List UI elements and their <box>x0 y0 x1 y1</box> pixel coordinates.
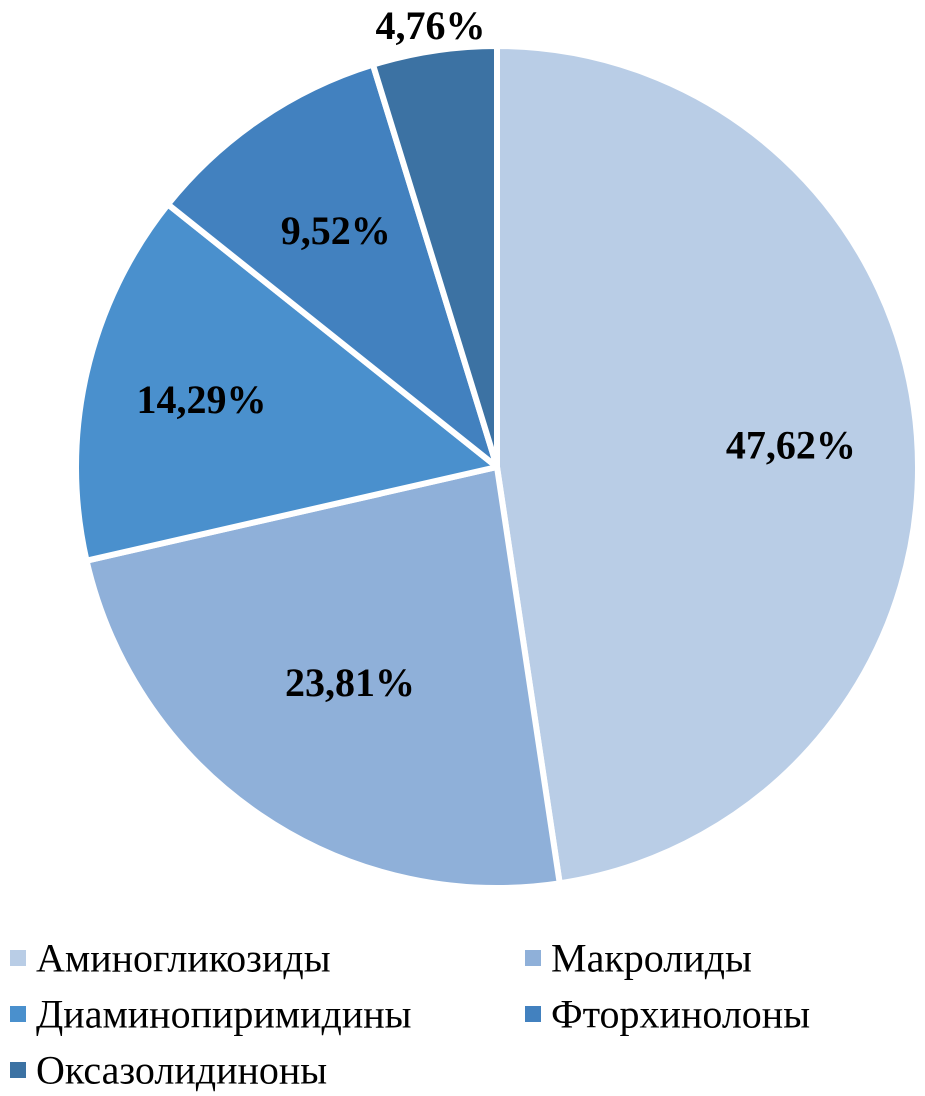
pie-slice-1 <box>494 43 921 887</box>
pie-slice-5 <box>369 43 500 470</box>
legend-swatch-5 <box>10 1062 26 1078</box>
legend-swatch-3 <box>10 1006 26 1022</box>
pie-slice-4 <box>164 61 500 470</box>
data-label-2: 23,81% <box>285 660 415 705</box>
data-label-5: 4,76% <box>376 3 486 48</box>
legend-swatch-2 <box>525 950 541 966</box>
legend-label-3: Диаминопиримидины <box>36 992 412 1037</box>
legend-label-4: Фторхинолоны <box>551 992 810 1037</box>
data-labels: 47,62% 23,81% 14,29% 9,52% 4,76% <box>136 3 855 705</box>
legend-item-2: Макролиды <box>525 936 752 981</box>
legend-item-3: Диаминопиримидины <box>10 992 412 1037</box>
pie-slice-3 <box>73 201 500 564</box>
legend-swatch-1 <box>10 950 26 966</box>
data-label-3: 14,29% <box>136 377 266 422</box>
legend-item-1: Аминогликозиды <box>10 936 331 981</box>
legend-swatch-4 <box>525 1006 541 1022</box>
pie-slice-2 <box>83 464 563 891</box>
legend-item-5: Оксазолидиноны <box>10 1048 327 1093</box>
data-label-4: 9,52% <box>281 208 391 253</box>
legend-label-2: Макролиды <box>551 936 752 981</box>
data-label-1: 47,62% <box>726 422 856 467</box>
legend-label-1: Аминогликозиды <box>36 936 331 981</box>
legend: Аминогликозиды Макролиды Диаминопиримидины… <box>10 936 810 1093</box>
pie-slices <box>73 43 921 891</box>
legend-item-4: Фторхинолоны <box>525 992 810 1037</box>
legend-label-5: Оксазолидиноны <box>36 1048 327 1093</box>
